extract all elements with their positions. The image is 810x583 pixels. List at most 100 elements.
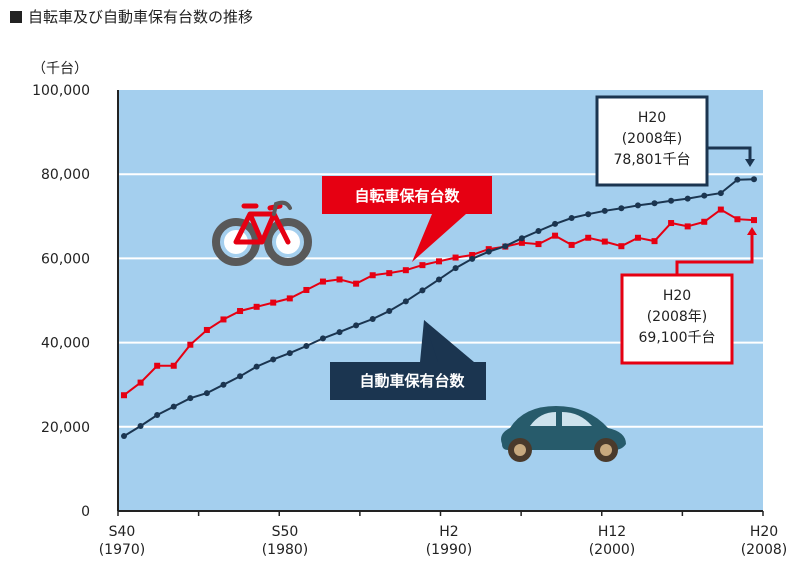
y-unit-label: （千台） xyxy=(32,61,88,77)
car-data-point xyxy=(469,255,476,262)
x-tick-label: S50 xyxy=(272,524,299,540)
car-data-point xyxy=(270,356,277,363)
car-data-point xyxy=(651,200,658,207)
bicycle-data-point xyxy=(618,243,625,250)
car-data-point xyxy=(585,211,592,218)
series-layer xyxy=(121,176,757,440)
car-data-point xyxy=(170,403,177,410)
x-tick-year-label: (2008) xyxy=(741,542,788,558)
bicycle-data-point xyxy=(121,392,127,399)
bicycle-callout-line-3: 69,100千台 xyxy=(639,330,716,346)
car-data-point xyxy=(634,202,641,209)
car-icon xyxy=(501,406,626,462)
car-data-point xyxy=(668,197,675,204)
bicycle-data-point xyxy=(319,278,326,285)
car-data-point xyxy=(369,316,376,323)
bicycle-data-point xyxy=(668,220,675,227)
bicycle-data-point xyxy=(568,241,575,248)
x-tick-year-label: (1970) xyxy=(99,542,146,558)
car-data-point xyxy=(618,205,625,212)
page-title: 自転車及び自動車保有台数の推移 xyxy=(10,6,253,27)
y-tick-labels: 0 20,000 40,000 60,000 80,000 100,000 xyxy=(32,83,90,520)
car-data-point xyxy=(286,350,293,357)
bicycle-icon xyxy=(212,200,312,266)
car-data-point xyxy=(220,381,227,388)
bicycle-data-point xyxy=(634,234,641,241)
axes xyxy=(117,90,764,516)
bicycle-data-point xyxy=(734,216,741,223)
bicycle-data-point xyxy=(585,234,592,241)
bicycle-2008-callout: H20 (2008年) 69,100千台 xyxy=(620,227,757,365)
x-tick-year-label: (1980) xyxy=(262,542,309,558)
title-square-icon xyxy=(10,11,22,23)
title-text: 自転車及び自動車保有台数の推移 xyxy=(28,8,254,26)
bicycle-callout-line-2: (2008年) xyxy=(647,309,708,325)
car-data-point xyxy=(701,192,708,199)
x-tick-year-label: (1990) xyxy=(426,542,473,558)
y-tick-label: 80,000 xyxy=(41,167,90,183)
bicycle-data-point xyxy=(220,316,227,323)
bicycle-data-point xyxy=(386,270,393,277)
bicycle-series-label: 自転車保有台数 xyxy=(354,187,460,205)
bicycle-data-point xyxy=(137,379,144,386)
car-callout-line-1: H20 xyxy=(638,110,666,126)
bicycle-data-point xyxy=(336,276,343,283)
x-tick-label: H2 xyxy=(439,524,458,540)
bicycle-data-point xyxy=(684,223,691,230)
bicycle-data-point xyxy=(651,238,658,245)
bicycle-data-point xyxy=(601,238,608,245)
y-tick-label: 20,000 xyxy=(41,420,90,436)
car-data-point xyxy=(319,335,326,342)
bicycle-data-point xyxy=(419,262,426,269)
x-tick-label: S40 xyxy=(109,524,136,540)
car-data-point xyxy=(187,395,194,402)
car-series-callout: 自動車保有台数 xyxy=(330,320,486,400)
car-data-point xyxy=(336,329,343,336)
car-data-point xyxy=(386,308,393,315)
car-data-point xyxy=(734,176,741,183)
car-data-point xyxy=(717,190,724,197)
car-data-point xyxy=(203,390,210,397)
car-data-point xyxy=(154,412,161,419)
car-data-point xyxy=(684,195,691,202)
car-data-point xyxy=(237,373,244,380)
car-data-point xyxy=(436,276,442,283)
car-data-point xyxy=(601,207,608,214)
car-data-point xyxy=(552,220,559,227)
bicycle-data-point xyxy=(518,239,525,246)
bicycle-data-point xyxy=(187,341,194,348)
bicycle-data-point xyxy=(286,295,293,302)
bicycle-data-point xyxy=(469,252,476,259)
car-series-label: 自動車保有台数 xyxy=(359,372,465,390)
car-data-point xyxy=(402,298,409,305)
y-tick-label: 100,000 xyxy=(32,83,90,99)
bicycle-data-point xyxy=(203,326,210,333)
bicycle-data-point xyxy=(552,232,559,239)
y-tick-label: 60,000 xyxy=(41,251,90,267)
bicycle-data-point xyxy=(170,362,177,369)
y-tick-label: 0 xyxy=(81,504,90,520)
car-data-point xyxy=(137,422,144,429)
bicycle-callout-line-1: H20 xyxy=(663,288,691,304)
bicycle-data-point xyxy=(751,217,757,224)
car-data-point xyxy=(485,248,492,255)
car-data-point xyxy=(518,235,525,242)
y-tick-label: 40,000 xyxy=(41,336,90,352)
bicycle-data-point xyxy=(237,308,244,315)
x-tick-labels: S40 (1970) S50 (1980) H2 (1990) H12 (2000) H20 (2… xyxy=(99,524,788,558)
car-callout-line-2: (2008年) xyxy=(622,131,683,147)
car-data-point xyxy=(568,214,575,221)
bicycle-data-point xyxy=(436,258,442,265)
x-tick-year-label: (2000) xyxy=(589,542,636,558)
bicycle-data-point xyxy=(369,272,376,279)
car-data-point xyxy=(419,287,426,294)
car-data-point xyxy=(751,176,757,183)
car-data-point xyxy=(502,243,509,250)
x-tick-label: H12 xyxy=(598,524,626,540)
car-2008-callout: H20 (2008年) 78,801千台 xyxy=(595,95,755,187)
bicycle-data-point xyxy=(253,303,260,310)
car-data-point xyxy=(353,322,360,329)
car-data-point xyxy=(535,228,542,235)
bicycle-series-callout: 自転車保有台数 xyxy=(322,176,492,262)
